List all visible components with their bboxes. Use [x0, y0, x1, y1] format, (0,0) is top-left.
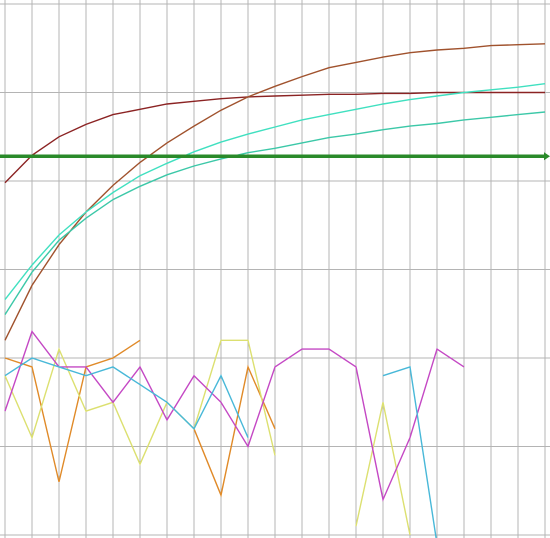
series-line [4, 339, 411, 536]
series-line [4, 91, 545, 184]
series-line [4, 111, 546, 315]
series-line [4, 357, 437, 538]
series-line [4, 83, 546, 301]
series-line [4, 43, 546, 341]
threshold-arrow [544, 152, 550, 161]
series-line [4, 330, 465, 502]
